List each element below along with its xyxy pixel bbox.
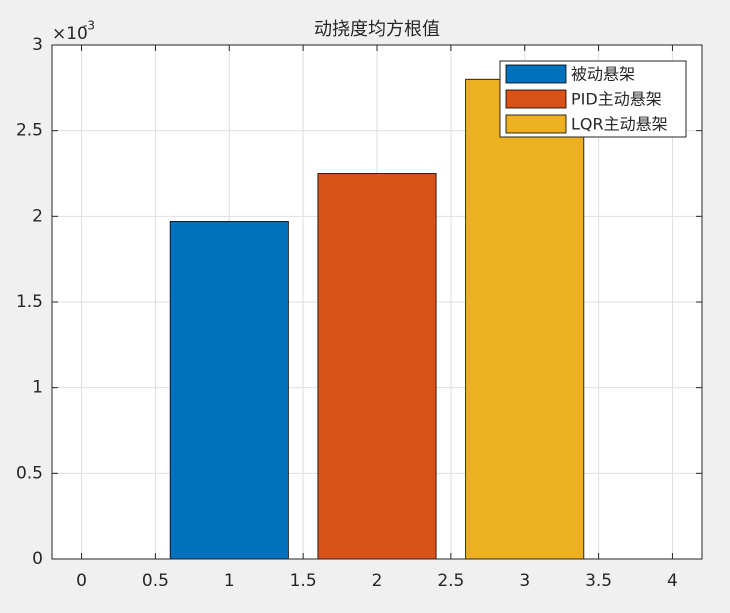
x-tick-label: 0.5 — [142, 571, 169, 591]
axis-multiplier: ×10 — [52, 24, 88, 44]
y-tick-label: 2.5 — [16, 121, 43, 141]
x-tick-label: 4 — [667, 571, 678, 591]
bar — [169, 221, 289, 560]
y-tick-label: 2 — [32, 206, 43, 226]
x-tick-label: 3.5 — [585, 571, 612, 591]
y-tick-label: 3 — [32, 35, 43, 55]
y-tick-label: 1.5 — [16, 292, 43, 312]
axis-exponent: -3 — [83, 19, 95, 33]
chart-title: 动挠度均方根值 — [314, 19, 440, 40]
legend-swatch — [505, 64, 567, 84]
x-tick-label: 3 — [519, 571, 530, 591]
y-tick-label: 0 — [32, 549, 43, 569]
y-tick-label: 0.5 — [16, 463, 43, 483]
y-tick-label: 1 — [32, 378, 43, 398]
legend-label: PID主动悬架 — [571, 90, 662, 109]
legend-swatch — [505, 114, 567, 134]
bar — [317, 173, 437, 560]
legend-label: LQR主动悬架 — [571, 115, 668, 134]
legend-label: 被动悬架 — [571, 65, 635, 84]
x-tick-label: 1 — [224, 571, 235, 591]
x-tick-label: 2.5 — [437, 571, 464, 591]
bar — [465, 78, 585, 560]
x-tick-label: 1.5 — [290, 571, 317, 591]
legend-swatch — [505, 89, 567, 109]
x-tick-label: 2 — [372, 571, 383, 591]
x-tick-label: 0 — [76, 571, 87, 591]
axes-box — [51, 44, 703, 560]
